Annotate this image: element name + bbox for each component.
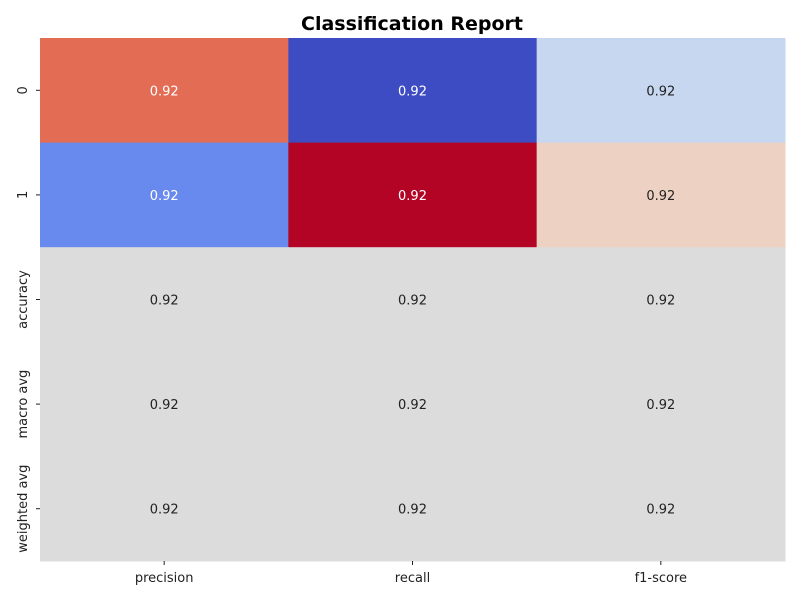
cell-value-label: 0.92 bbox=[150, 294, 179, 309]
heatmap-cell bbox=[40, 456, 289, 562]
cell-value-label: 0.92 bbox=[150, 189, 179, 204]
cell-value-label: 0.92 bbox=[646, 398, 675, 413]
cell-value-label: 0.92 bbox=[398, 189, 427, 204]
heatmap-cell bbox=[288, 456, 538, 562]
heatmap-cell bbox=[40, 38, 289, 144]
heatmap-cell bbox=[288, 351, 538, 457]
y-tick-label: 0 bbox=[16, 86, 31, 94]
cell-value-label: 0.92 bbox=[398, 294, 427, 309]
heatmap-cell bbox=[40, 247, 289, 353]
cell-value-label: 0.92 bbox=[398, 398, 427, 413]
cell-value-label: 0.92 bbox=[150, 398, 179, 413]
cell-value-label: 0.92 bbox=[646, 503, 675, 518]
y-tick-label: macro avg bbox=[16, 370, 31, 439]
cell-value-label: 0.92 bbox=[646, 294, 675, 309]
y-tick-label: weighted avg bbox=[16, 465, 31, 553]
cell-value-label: 0.92 bbox=[150, 84, 179, 99]
heatmap-cell bbox=[40, 142, 289, 248]
cell-value-label: 0.92 bbox=[398, 503, 427, 518]
heatmap-cell bbox=[536, 456, 786, 562]
heatmap-cell bbox=[288, 247, 538, 353]
heatmap-cell bbox=[536, 38, 786, 144]
cell-value-label: 0.92 bbox=[646, 84, 675, 99]
x-tick-label: f1-score bbox=[635, 571, 687, 586]
heatmap-cell bbox=[536, 142, 786, 248]
cell-value-label: 0.92 bbox=[398, 84, 427, 99]
heatmap-cell bbox=[536, 351, 786, 457]
y-tick-label: 1 bbox=[16, 191, 31, 199]
x-tick-label: precision bbox=[135, 571, 194, 586]
cell-value-label: 0.92 bbox=[646, 189, 675, 204]
x-tick-label: recall bbox=[395, 571, 430, 586]
heatmap-cells bbox=[40, 38, 786, 562]
chart-title: Classification Report bbox=[301, 13, 523, 35]
heatmap-cell bbox=[536, 247, 786, 353]
heatmap-cell bbox=[288, 142, 538, 248]
y-axis-ticks: 0 1 accuracy macro avg weighted avg bbox=[16, 86, 40, 553]
y-tick-label: accuracy bbox=[16, 270, 31, 329]
heatmap-cell bbox=[40, 351, 289, 457]
cell-value-label: 0.92 bbox=[150, 503, 179, 518]
heatmap-cell bbox=[288, 38, 538, 144]
heatmap-cell-labels: 0.92 0.92 0.92 0.92 0.92 0.92 0.92 0.92 0.92 0.92… bbox=[150, 84, 676, 517]
x-axis-ticks: precision recall f1-score bbox=[135, 561, 687, 586]
